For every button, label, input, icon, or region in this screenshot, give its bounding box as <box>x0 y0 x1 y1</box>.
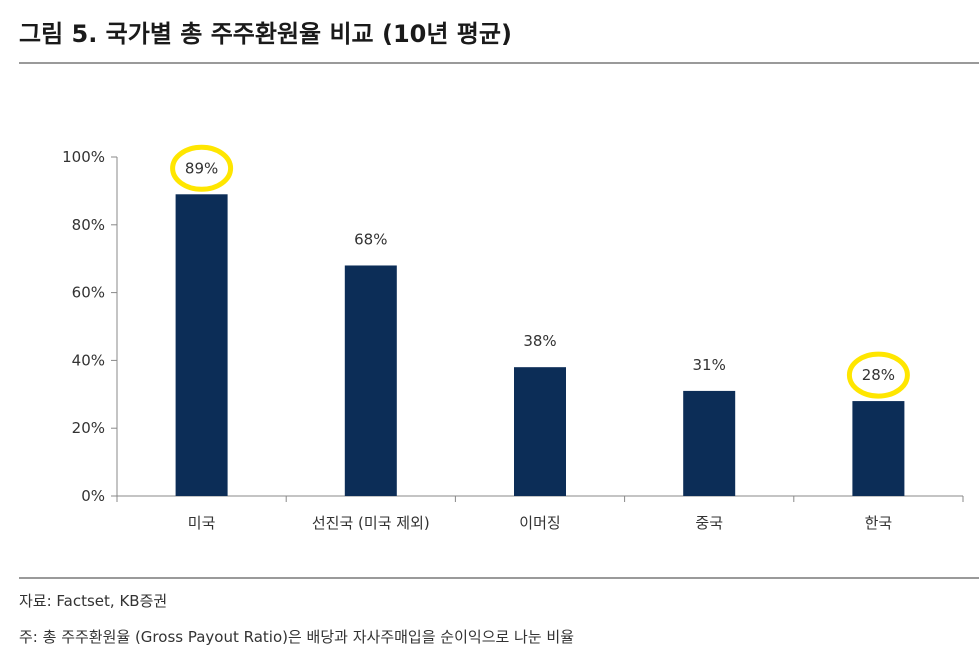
data-label: 31% <box>693 356 726 374</box>
y-tick-label: 100% <box>62 148 105 166</box>
bar <box>175 194 228 497</box>
category-label: 이머징 <box>519 514 560 532</box>
category-label: 중국 <box>695 514 723 532</box>
label-layer: 89% 미국 68% 선진국 (미국 제외) 38% 이머징 31% 중국 28% 한국 <box>170 144 910 532</box>
footer-divider <box>19 577 979 579</box>
bar <box>514 367 566 496</box>
highlight-circle <box>170 144 234 192</box>
data-label: 38% <box>523 332 556 350</box>
bar <box>344 265 397 496</box>
bar <box>852 401 905 496</box>
title-divider <box>19 62 979 64</box>
data-label: 68% <box>354 230 387 248</box>
data-label: 89% <box>185 159 218 177</box>
y-tick-label: 0% <box>81 487 105 505</box>
y-tick-label: 40% <box>72 351 105 369</box>
highlight-circle <box>846 351 910 399</box>
footnote: 주: 총 주주환원율 (Gross Payout Ratio)은 배당과 자사주… <box>19 628 575 646</box>
axis-layer: 0% 20% 40% 60% 80% 100% <box>62 148 964 505</box>
chart-title: 그림 5. 국가별 총 주주환원율 비교 (10년 평균) <box>19 20 512 48</box>
category-label: 한국 <box>865 514 893 532</box>
category-label: 미국 <box>188 514 216 532</box>
source-note: 자료: Factset, KB증권 <box>19 592 168 610</box>
data-label: 28% <box>862 366 895 384</box>
bar-chart: 0% 20% 40% 60% 80% 100% 89% 미국 68% 선진국 (미국 제외) 38… <box>62 144 964 532</box>
category-label: 선진국 (미국 제외) <box>312 514 430 532</box>
bar <box>683 390 736 496</box>
y-tick-label: 20% <box>72 419 105 437</box>
y-tick-label: 60% <box>72 284 105 302</box>
y-tick-label: 80% <box>72 216 105 234</box>
bar-layer <box>175 194 905 497</box>
